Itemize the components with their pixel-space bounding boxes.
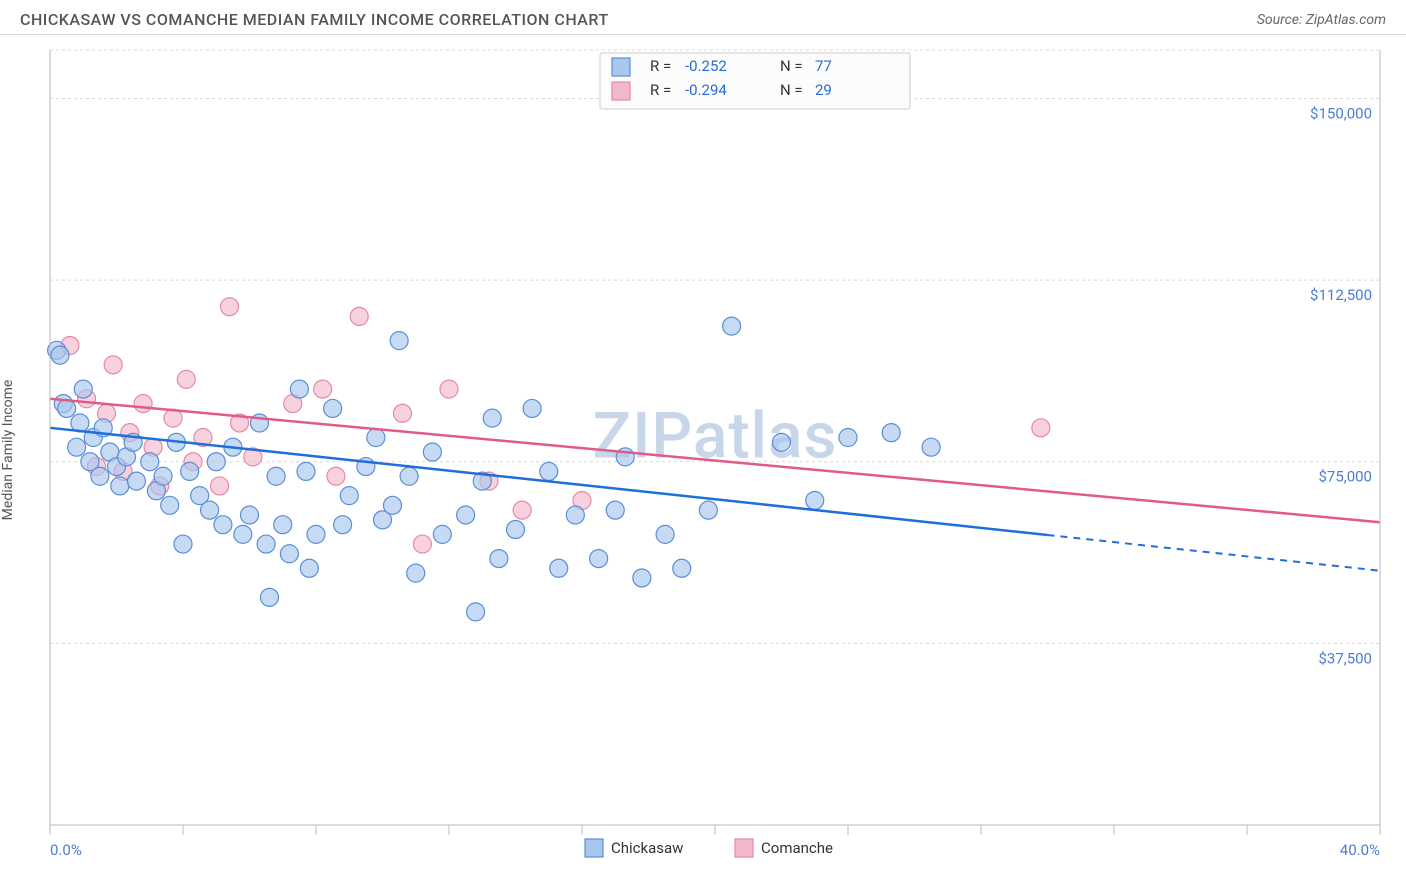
data-point-chickasaw xyxy=(334,516,352,534)
legend-swatch xyxy=(612,58,630,76)
data-point-chickasaw xyxy=(324,399,342,417)
data-point-chickasaw xyxy=(390,332,408,350)
data-point-comanche xyxy=(104,356,122,374)
data-point-chickasaw xyxy=(723,317,741,335)
data-point-chickasaw xyxy=(806,491,824,509)
data-point-chickasaw xyxy=(490,550,508,568)
legend-swatch xyxy=(585,839,603,857)
data-point-chickasaw xyxy=(523,399,541,417)
data-point-chickasaw xyxy=(483,409,501,427)
data-point-chickasaw xyxy=(201,501,219,519)
legend-n-value: 29 xyxy=(815,81,832,99)
data-point-chickasaw xyxy=(241,506,259,524)
data-point-comanche xyxy=(1032,419,1050,437)
legend-r-label: R = xyxy=(650,57,671,75)
data-point-chickasaw xyxy=(457,506,475,524)
legend-n-label: N = xyxy=(780,81,803,99)
data-point-comanche xyxy=(513,501,531,519)
data-point-chickasaw xyxy=(340,487,358,505)
data-point-chickasaw xyxy=(407,564,425,582)
data-point-chickasaw xyxy=(400,467,418,485)
data-point-chickasaw xyxy=(161,496,179,514)
data-point-chickasaw xyxy=(181,462,199,480)
data-point-chickasaw xyxy=(154,467,172,485)
data-point-chickasaw xyxy=(590,550,608,568)
data-point-chickasaw xyxy=(267,467,285,485)
scatter-chart: $37,500$75,000$112,500$150,000ZIPatlas0.… xyxy=(0,35,1406,865)
data-point-chickasaw xyxy=(68,438,86,456)
legend-swatch xyxy=(735,839,753,857)
data-point-comanche xyxy=(211,477,229,495)
chart-area: Median Family Income $37,500 $75,000 $112,… xyxy=(0,35,1406,865)
data-point-comanche xyxy=(134,395,152,413)
data-point-comanche xyxy=(413,535,431,553)
data-point-chickasaw xyxy=(91,467,109,485)
y-axis-label: Median Family Income xyxy=(0,380,16,521)
legend-swatch xyxy=(612,82,630,100)
data-point-chickasaw xyxy=(367,429,385,447)
data-point-chickasaw xyxy=(699,501,717,519)
data-point-chickasaw xyxy=(550,559,568,577)
data-point-chickasaw xyxy=(280,545,298,563)
data-point-chickasaw xyxy=(922,438,940,456)
data-point-chickasaw xyxy=(290,380,308,398)
data-point-chickasaw xyxy=(260,588,278,606)
y-tick-label: $150,000 xyxy=(1310,104,1372,122)
data-point-chickasaw xyxy=(540,462,558,480)
legend-n-value: 77 xyxy=(815,57,832,75)
x-tick-label: 0.0% xyxy=(50,841,82,859)
data-point-chickasaw xyxy=(606,501,624,519)
data-point-chickasaw xyxy=(566,506,584,524)
data-point-comanche xyxy=(440,380,458,398)
data-point-chickasaw xyxy=(207,453,225,471)
y-tick-label: $75,000 xyxy=(1318,468,1372,486)
data-point-chickasaw xyxy=(656,525,674,543)
data-point-comanche xyxy=(327,467,345,485)
data-point-chickasaw xyxy=(51,346,69,364)
data-point-chickasaw xyxy=(274,516,292,534)
data-point-chickasaw xyxy=(74,380,92,398)
data-point-chickasaw xyxy=(174,535,192,553)
data-point-chickasaw xyxy=(773,433,791,451)
y-tick-label: $112,500 xyxy=(1310,286,1372,304)
legend-r-value: -0.252 xyxy=(685,57,727,75)
data-point-chickasaw xyxy=(141,453,159,471)
data-point-comanche xyxy=(393,404,411,422)
legend-r-label: R = xyxy=(650,81,671,99)
data-point-chickasaw xyxy=(673,559,691,577)
data-point-chickasaw xyxy=(214,516,232,534)
data-point-chickasaw xyxy=(300,559,318,577)
data-point-chickasaw xyxy=(433,525,451,543)
data-point-chickasaw xyxy=(58,399,76,417)
data-point-comanche xyxy=(314,380,332,398)
legend-series-label: Chickasaw xyxy=(611,839,683,857)
chart-header: CHICKASAW VS COMANCHE MEDIAN FAMILY INCO… xyxy=(0,0,1406,35)
data-point-chickasaw xyxy=(882,424,900,442)
data-point-chickasaw xyxy=(467,603,485,621)
data-point-chickasaw xyxy=(633,569,651,587)
trendline-chickasaw-dashed xyxy=(1048,535,1381,571)
data-point-comanche xyxy=(177,370,195,388)
legend-r-value: -0.294 xyxy=(685,81,727,99)
data-point-chickasaw xyxy=(507,521,525,539)
data-point-chickasaw xyxy=(257,535,275,553)
chart-source: Source: ZipAtlas.com xyxy=(1257,12,1386,28)
data-point-chickasaw xyxy=(307,525,325,543)
stats-legend xyxy=(600,53,910,109)
data-point-chickasaw xyxy=(839,429,857,447)
data-point-comanche xyxy=(221,298,239,316)
legend-n-label: N = xyxy=(780,57,803,75)
x-tick-label: 40.0% xyxy=(1340,841,1380,859)
data-point-comanche xyxy=(350,307,368,325)
chart-title: CHICKASAW VS COMANCHE MEDIAN FAMILY INCO… xyxy=(20,10,609,29)
y-tick-label: $37,500 xyxy=(1318,649,1372,667)
data-point-chickasaw xyxy=(423,443,441,461)
data-point-chickasaw xyxy=(111,477,129,495)
data-point-chickasaw xyxy=(383,496,401,514)
data-point-chickasaw xyxy=(127,472,145,490)
legend-series-label: Comanche xyxy=(761,839,833,857)
data-point-chickasaw xyxy=(297,462,315,480)
data-point-chickasaw xyxy=(234,525,252,543)
